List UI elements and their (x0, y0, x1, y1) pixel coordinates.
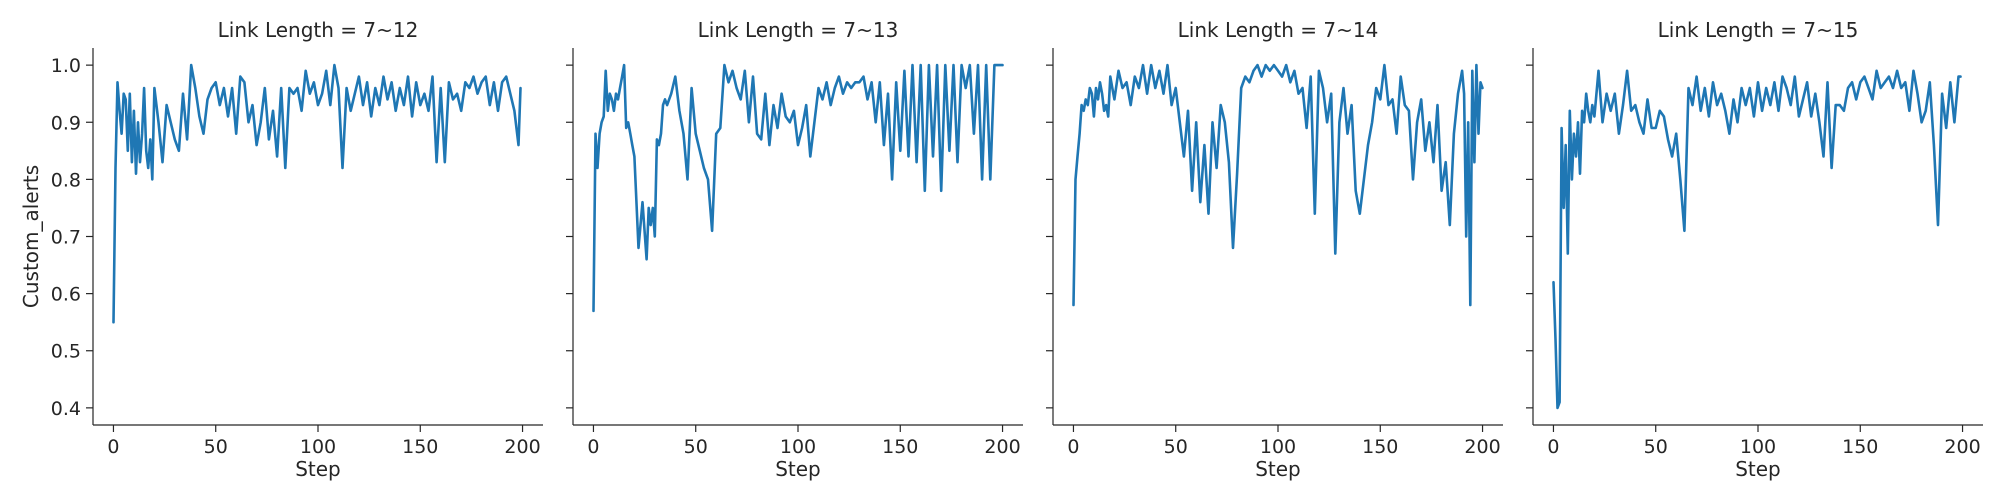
x-tick-label: 100 (780, 436, 816, 458)
y-tick-label: 1.0 (51, 55, 81, 77)
x-axis-label: Step (1735, 457, 1781, 481)
y-axis-label: Custom_alerts (19, 165, 43, 308)
x-tick-label: 100 (1740, 436, 1776, 458)
x-tick-label: 0 (1547, 436, 1559, 458)
x-tick-label: 150 (1842, 436, 1878, 458)
x-tick-label: 0 (587, 436, 599, 458)
x-tick-label: 200 (1464, 436, 1500, 458)
series-line (1072, 63, 1484, 307)
y-tick-label: 0.7 (51, 227, 81, 249)
y-tick-label: 0.6 (51, 284, 81, 306)
x-tick-label: 50 (204, 436, 228, 458)
x-axis-label: Step (775, 457, 821, 481)
panel-title: Link Length = 7~13 (698, 18, 899, 42)
series-line (1552, 69, 1962, 410)
x-axis-label: Step (1255, 457, 1301, 481)
x-tick-label: 200 (984, 436, 1020, 458)
panel-title: Link Length = 7~15 (1658, 18, 1859, 42)
y-tick-label: 0.8 (51, 169, 81, 191)
x-tick-label: 0 (1067, 436, 1079, 458)
chart-panel-3: Link Length = 7~14 0 50 100 150 200 Step (1046, 18, 1503, 481)
y-tick-label: 0.5 (51, 341, 81, 363)
x-tick-label: 100 (1260, 436, 1296, 458)
chart-panel-2: Link Length = 7~13 0 50 100 150 200 Step (566, 18, 1023, 481)
y-tick-label: 0.9 (51, 112, 81, 134)
x-tick-label: 50 (1644, 436, 1668, 458)
x-tick-label: 150 (882, 436, 918, 458)
x-tick-label: 100 (300, 436, 336, 458)
panel-title: Link Length = 7~12 (218, 18, 419, 42)
x-axis-label: Step (295, 457, 341, 481)
x-tick-label: 200 (1944, 436, 1980, 458)
panel-title: Link Length = 7~14 (1178, 18, 1379, 42)
x-tick-label: 50 (1164, 436, 1188, 458)
chart-panel-1: Link Length = 7~12 0 50 100 150 200 0.4 0.5 0.6 0… (19, 18, 543, 481)
x-tick-label: 150 (1362, 436, 1398, 458)
x-tick-label: 150 (402, 436, 438, 458)
y-tick-label: 0.4 (51, 398, 81, 420)
series-line (112, 63, 522, 324)
x-tick-label: 200 (504, 436, 540, 458)
x-tick-label: 0 (107, 436, 119, 458)
series-line (592, 63, 1004, 313)
x-tick-label: 50 (684, 436, 708, 458)
chart-panel-4: Link Length = 7~15 0 50 100 150 200 Step (1526, 18, 1983, 481)
